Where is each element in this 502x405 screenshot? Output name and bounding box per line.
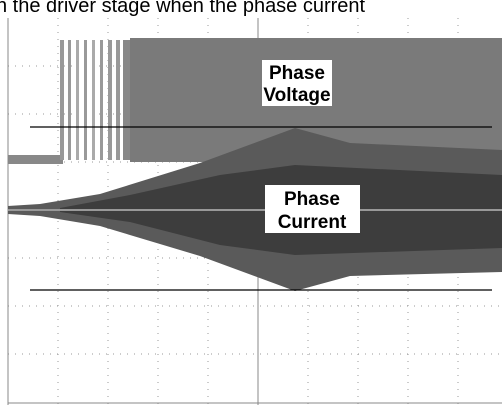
- page: n the driver stage when the phase curren…: [0, 0, 502, 405]
- caption: n the driver stage when the phase curren…: [0, 0, 366, 17]
- scope-capture: n the driver stage when the phase curren…: [0, 0, 502, 405]
- current-label: Phase: [284, 189, 340, 210]
- voltage-label: Voltage: [263, 85, 330, 106]
- current-label: Current: [278, 212, 347, 233]
- voltage-label: Phase: [269, 63, 325, 84]
